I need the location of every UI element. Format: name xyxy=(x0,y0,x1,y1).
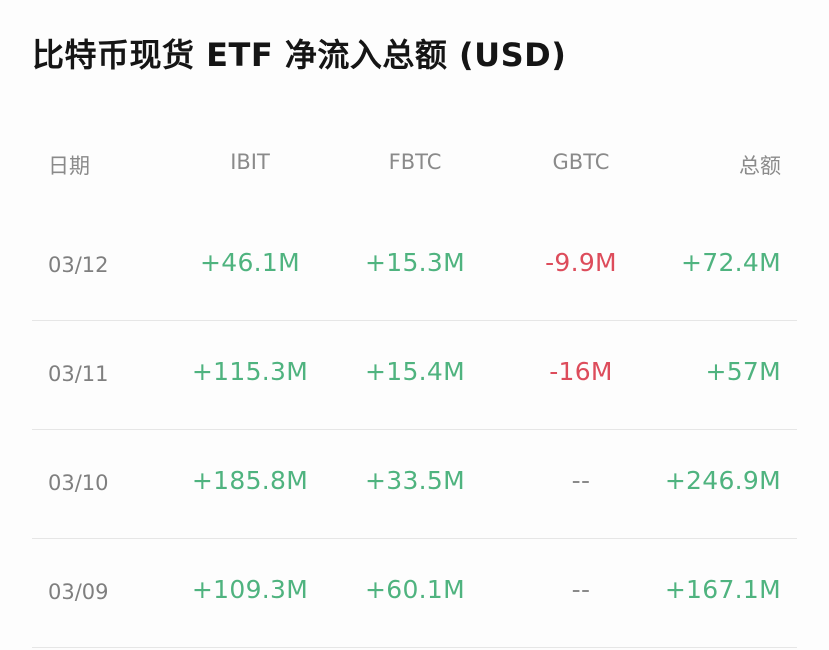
row-gbtc-value: -- xyxy=(571,575,591,604)
row-total-value: +167.1M xyxy=(664,575,781,604)
row-gbtc-value: -- xyxy=(571,466,591,495)
row-divider xyxy=(32,538,797,539)
column-header-date: 日期 xyxy=(48,154,90,178)
row-date: 03/11 xyxy=(48,362,109,386)
column-header-ibit: IBIT xyxy=(230,150,270,174)
table-row: 03/11 +115.3M +15.4M -16M +57M xyxy=(0,321,829,430)
row-divider xyxy=(32,647,797,648)
page-title: 比特币现货 ETF 净流入总额 (USD) xyxy=(32,36,567,74)
row-fbtc-value: +15.3M xyxy=(365,248,465,277)
row-ibit-value: +46.1M xyxy=(200,248,300,277)
table-row: 03/12 +46.1M +15.3M -9.9M +72.4M xyxy=(0,212,829,321)
row-gbtc-value: -16M xyxy=(549,357,613,386)
row-ibit-value: +109.3M xyxy=(191,575,309,604)
row-ibit-value: +185.8M xyxy=(191,466,309,495)
column-header-total: 总额 xyxy=(739,154,781,178)
table-row: 03/10 +185.8M +33.5M -- +246.9M xyxy=(0,430,829,539)
column-header-gbtc: GBTC xyxy=(552,150,610,174)
row-total-value: +246.9M xyxy=(664,466,781,495)
row-fbtc-value: +33.5M xyxy=(365,466,465,495)
table-body: 03/12 +46.1M +15.3M -9.9M +72.4M 03/11 +… xyxy=(0,212,829,648)
column-header-fbtc: FBTC xyxy=(388,150,442,174)
row-total-value: +57M xyxy=(705,357,781,386)
table-header: 日期 IBIT FBTC GBTC 总额 xyxy=(0,140,829,186)
table-row: 03/09 +109.3M +60.1M -- +167.1M xyxy=(0,539,829,648)
row-date: 03/10 xyxy=(48,471,109,495)
row-date: 03/12 xyxy=(48,253,109,277)
row-divider xyxy=(32,429,797,430)
row-ibit-value: +115.3M xyxy=(191,357,309,386)
row-fbtc-value: +60.1M xyxy=(365,575,465,604)
row-fbtc-value: +15.4M xyxy=(365,357,465,386)
row-total-value: +72.4M xyxy=(681,248,781,277)
row-divider xyxy=(32,320,797,321)
row-date: 03/09 xyxy=(48,580,109,604)
row-gbtc-value: -9.9M xyxy=(545,248,617,277)
